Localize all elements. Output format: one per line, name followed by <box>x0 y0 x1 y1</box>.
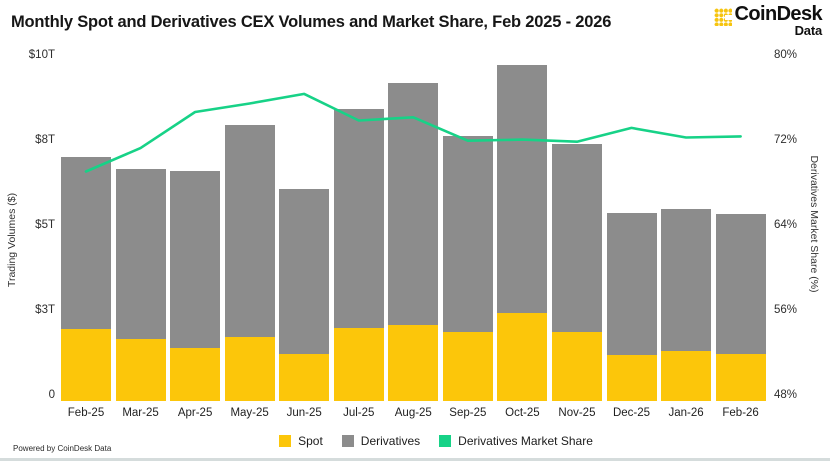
x-axis-label-Sep-25: Sep-25 <box>449 407 487 419</box>
y-axis-tick-right-2: 64% <box>774 219 798 231</box>
x-axis-label-Oct-25: Oct-25 <box>505 407 540 419</box>
x-axis-label-May-25: May-25 <box>230 407 269 419</box>
x-axis-label-Mar-25: Mar-25 <box>122 407 159 419</box>
y-axis-tick-left-3: $8T <box>35 134 55 146</box>
bar-segment-spot-Apr-25 <box>170 347 221 401</box>
x-axis-label-Apr-25: Apr-25 <box>177 407 213 419</box>
y-axis-tick-right-4: 80% <box>774 49 798 61</box>
y-axis-tick-left-1: $3T <box>35 304 55 316</box>
left-axis-title: Trading Volumes ($) <box>6 192 18 288</box>
y-axis-tick-right-0: 48% <box>774 389 798 401</box>
x-axis-label-Aug-25: Aug-25 <box>394 407 432 419</box>
legend-item-derivatives: Derivatives <box>341 434 421 448</box>
market-share-line <box>84 92 742 173</box>
bar-segment-derivatives-May-25 <box>224 124 275 338</box>
plot-area <box>59 61 766 401</box>
y-axis-tick-left-2: $5T <box>35 219 55 231</box>
bar-segment-spot-Feb-26 <box>715 354 766 401</box>
bar-segment-spot-Feb-25 <box>61 328 111 401</box>
y-axis-tick-left-0: 0 <box>48 389 55 401</box>
coindesk-logo-brand: CoinDesk <box>734 3 823 25</box>
legend-swatch-0 <box>279 435 292 447</box>
bar-segment-spot-Jun-25 <box>279 354 330 401</box>
coindesk-logo-sub: Data <box>794 23 823 38</box>
legend: Spot Derivatives Derivatives Market Share <box>21 434 830 448</box>
bar-segment-derivatives-Jan-26 <box>661 208 712 351</box>
bar-segment-spot-May-25 <box>224 337 275 401</box>
bar-segment-derivatives-Oct-25 <box>497 65 548 313</box>
bottom-edge-divider <box>0 458 830 461</box>
legend-swatch-2 <box>439 435 452 447</box>
legend-item-derivatives-market-share: Derivatives Market Share <box>439 434 593 448</box>
x-axis-label-Jan-26: Jan-26 <box>668 407 704 419</box>
bar-segment-derivatives-Feb-26 <box>715 214 766 355</box>
page-title: Monthly Spot and Derivatives CEX Volumes… <box>11 13 612 31</box>
coindesk-logo: CoinDesk Data <box>713 3 823 38</box>
bar-segment-derivatives-Sep-25 <box>442 136 493 332</box>
y-axis-tick-left-4: $10T <box>28 49 55 61</box>
legend-label-1: Derivatives <box>360 434 421 448</box>
bar-segment-derivatives-Feb-25 <box>61 156 111 329</box>
bar-segment-derivatives-Nov-25 <box>551 143 602 332</box>
bar-segment-spot-Aug-25 <box>388 324 439 401</box>
bar-segment-derivatives-Jun-25 <box>279 188 330 355</box>
bar-segment-spot-Nov-25 <box>551 331 602 401</box>
bar-segment-derivatives-Jul-25 <box>333 108 384 328</box>
coindesk-logo-icon <box>713 8 732 26</box>
bar-segment-spot-Jul-25 <box>333 327 384 401</box>
x-axis-label-Jun-25: Jun-25 <box>286 407 322 419</box>
bar-segment-spot-Mar-25 <box>115 339 166 401</box>
x-axis-label-Jul-25: Jul-25 <box>343 407 375 419</box>
legend-item-spot: Spot <box>279 434 323 448</box>
y-axis-tick-right-1: 56% <box>774 304 798 316</box>
bar-segment-derivatives-Mar-25 <box>115 169 166 340</box>
x-axis-label-Feb-26: Feb-26 <box>722 407 759 419</box>
x-axis-label-Feb-25: Feb-25 <box>67 407 105 419</box>
bar-segment-spot-Jan-26 <box>661 351 712 401</box>
y-axis-tick-right-3: 72% <box>774 134 798 146</box>
bar-segment-spot-Sep-25 <box>442 331 493 401</box>
bar-segment-spot-Oct-25 <box>497 312 548 401</box>
legend-swatch-1 <box>341 435 354 447</box>
x-axis-label-Dec-25: Dec-25 <box>612 407 651 419</box>
legend-label-2: Derivatives Market Share <box>458 434 593 448</box>
x-axis-label-Nov-25: Nov-25 <box>558 407 596 419</box>
bar-segment-spot-Dec-25 <box>606 355 657 401</box>
bar-segment-derivatives-Dec-25 <box>606 212 657 356</box>
legend-label-0: Spot <box>298 434 323 448</box>
bar-segment-derivatives-Apr-25 <box>170 171 221 348</box>
powered-by-text: Powered by CoinDesk Data <box>13 444 112 453</box>
